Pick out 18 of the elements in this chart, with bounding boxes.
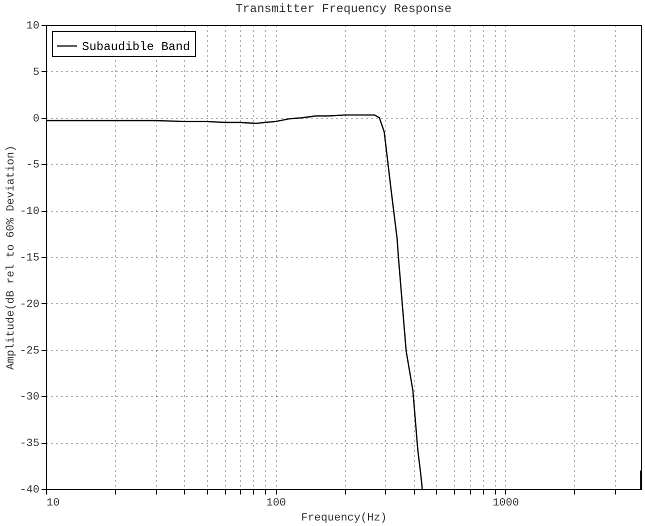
- x-tick-label: 1000: [492, 498, 519, 510]
- y-tick-label: 0: [32, 113, 40, 126]
- y-tick-label: -20: [20, 298, 40, 311]
- y-tick-label: -35: [20, 438, 40, 450]
- x-tick-label: 100: [266, 498, 286, 510]
- y-tick-label: 10: [26, 20, 40, 32]
- y-tick-label: -10: [20, 206, 40, 218]
- legend-label: Subaudible Band: [82, 40, 190, 54]
- y-axis-title: Amplitude(dB rel to 60% Deviation): [6, 145, 18, 370]
- y-tick-label: -40: [20, 484, 40, 496]
- x-tick-label: 10: [46, 498, 60, 510]
- y-tick-label: 5: [32, 66, 40, 79]
- y-tick-label: -5: [26, 160, 40, 172]
- y-tick-label: -15: [20, 252, 40, 264]
- y-tick-label: -30: [20, 392, 40, 404]
- chart-title: Transmitter Frequency Response: [235, 2, 452, 16]
- x-axis-title: Frequency(Hz): [301, 512, 387, 524]
- y-tick-label: -25: [20, 345, 40, 358]
